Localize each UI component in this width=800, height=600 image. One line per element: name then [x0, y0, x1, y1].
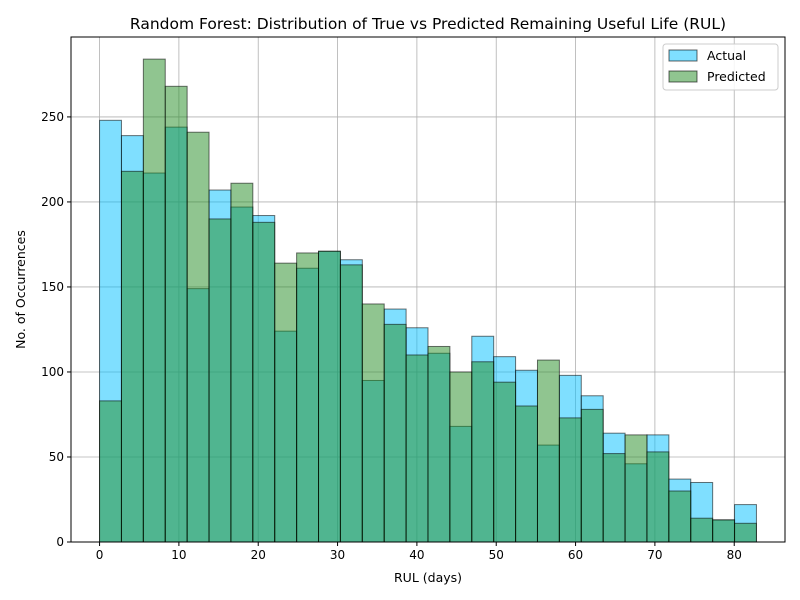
y-tick-label: 200: [41, 195, 64, 209]
x-tick-label: 70: [647, 548, 662, 562]
predicted-bar: [120, 170, 144, 543]
predicted-bar: [186, 131, 210, 543]
y-tick-label: 150: [41, 280, 64, 294]
x-tick-label: 80: [727, 548, 742, 562]
chart-title: Random Forest: Distribution of True vs P…: [130, 15, 726, 33]
predicted-bar: [318, 250, 341, 543]
predicted-bar: [164, 85, 188, 543]
predicted-bar: [449, 371, 473, 543]
x-tick-label: 10: [171, 548, 186, 562]
plot-frame: [70, 36, 786, 543]
x-axis-label: RUL (days): [394, 570, 462, 585]
y-axis-label: No. of Occurrences: [13, 230, 28, 349]
legend: Actual Predicted: [662, 43, 779, 91]
y-tick-label: 250: [41, 110, 64, 124]
predicted-bar: [427, 345, 451, 543]
predicted-bar: [361, 303, 385, 543]
predicted-bar: [580, 408, 604, 543]
x-tick-label: 60: [568, 548, 583, 562]
predicted-bar: [99, 400, 122, 543]
predicted-bar: [602, 453, 626, 543]
predicted-bar: [339, 264, 363, 543]
predicted-bar: [142, 58, 166, 543]
predicted-bar: [383, 323, 407, 543]
predicted-bar: [252, 221, 276, 543]
predicted-bar: [690, 517, 714, 543]
predicted-bar: [734, 522, 757, 543]
x-tick-label: 50: [489, 548, 504, 562]
x-tick-label: 40: [409, 548, 424, 562]
predicted-bar: [515, 405, 538, 543]
predicted-bar: [624, 434, 648, 543]
predicted-bar: [230, 182, 254, 543]
predicted-bar: [712, 519, 736, 543]
predicted-bar: [208, 218, 232, 543]
predicted-bar: [646, 451, 670, 543]
predicted-bar: [405, 354, 429, 543]
predicted-bar: [296, 252, 320, 543]
x-tick-label: 30: [330, 548, 345, 562]
legend-swatch-actual: [668, 49, 698, 62]
legend-swatch-predicted: [668, 70, 698, 83]
y-axis-ticks: 0 50 100 150 200 250: [41, 110, 71, 549]
predicted-bar: [536, 359, 560, 543]
y-tick-label: 50: [49, 450, 64, 464]
legend-label-actual: Actual: [707, 48, 746, 63]
legend-label-predicted: Predicted: [707, 69, 766, 84]
y-tick-label: 100: [41, 365, 64, 379]
predicted-bar: [558, 417, 582, 543]
predicted-bars: [99, 58, 757, 543]
predicted-bar: [471, 361, 495, 543]
x-tick-label: 0: [96, 548, 104, 562]
x-tick-label: 20: [251, 548, 266, 562]
predicted-bar: [493, 381, 517, 543]
predicted-bar: [274, 262, 298, 543]
y-tick-label: 0: [56, 535, 64, 549]
x-axis-ticks: 0 10 20 30 40 50 60 70 80: [96, 542, 742, 562]
predicted-bar: [668, 490, 692, 543]
